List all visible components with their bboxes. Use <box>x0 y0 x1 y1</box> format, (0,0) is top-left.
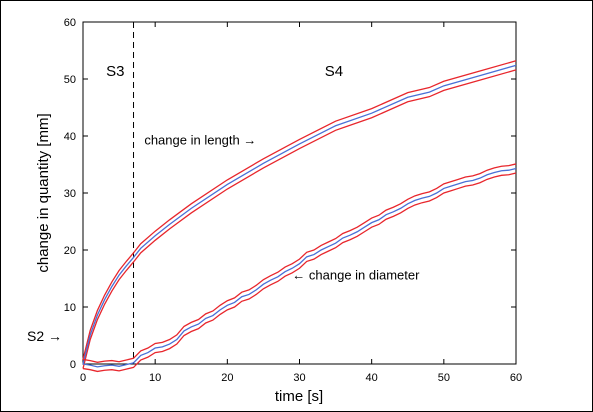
x-tick-label: 60 <box>510 372 522 384</box>
y-tick-label: 60 <box>64 17 76 29</box>
y-tick-label: 20 <box>64 245 76 257</box>
x-tick-label: 0 <box>80 372 86 384</box>
series-1-lower-band <box>82 172 517 373</box>
series-layer <box>82 60 517 373</box>
y-tick-label: 0 <box>70 359 76 371</box>
y-tick-label: 10 <box>64 302 76 314</box>
annotation-layer: S3 S4 change in length → ← change in diamet… <box>106 63 420 282</box>
annotation-3: ← change in diameter <box>292 268 420 283</box>
series-0-upper-band <box>82 60 517 360</box>
series-1-upper-band <box>82 163 517 363</box>
y-axis-ticks: 0 10 20 30 40 50 60 <box>64 17 516 371</box>
y-tick-label: 40 <box>64 131 76 143</box>
x-tick-label: 40 <box>366 372 378 384</box>
s2-annotation: S2 → <box>27 328 62 344</box>
series-1-line <box>82 167 517 368</box>
annotation-1: S4 <box>325 63 343 80</box>
x-tick-label: 30 <box>293 372 305 384</box>
y-axis-label: change in quantity [mm] <box>35 113 52 272</box>
y-tick-label: 50 <box>64 74 76 86</box>
x-axis-ticks: 0 10 20 30 40 50 60 <box>80 22 522 384</box>
x-tick-label: 20 <box>221 372 233 384</box>
annotation-2: change in length → <box>144 133 256 148</box>
series-0-line <box>82 64 517 365</box>
x-tick-label: 10 <box>149 372 161 384</box>
series-0-lower-band <box>82 69 517 369</box>
x-tick-label: 50 <box>438 372 450 384</box>
y-tick-label: 30 <box>64 188 76 200</box>
x-axis-label: time [s] <box>275 388 323 405</box>
annotation-0: S3 <box>106 63 124 80</box>
